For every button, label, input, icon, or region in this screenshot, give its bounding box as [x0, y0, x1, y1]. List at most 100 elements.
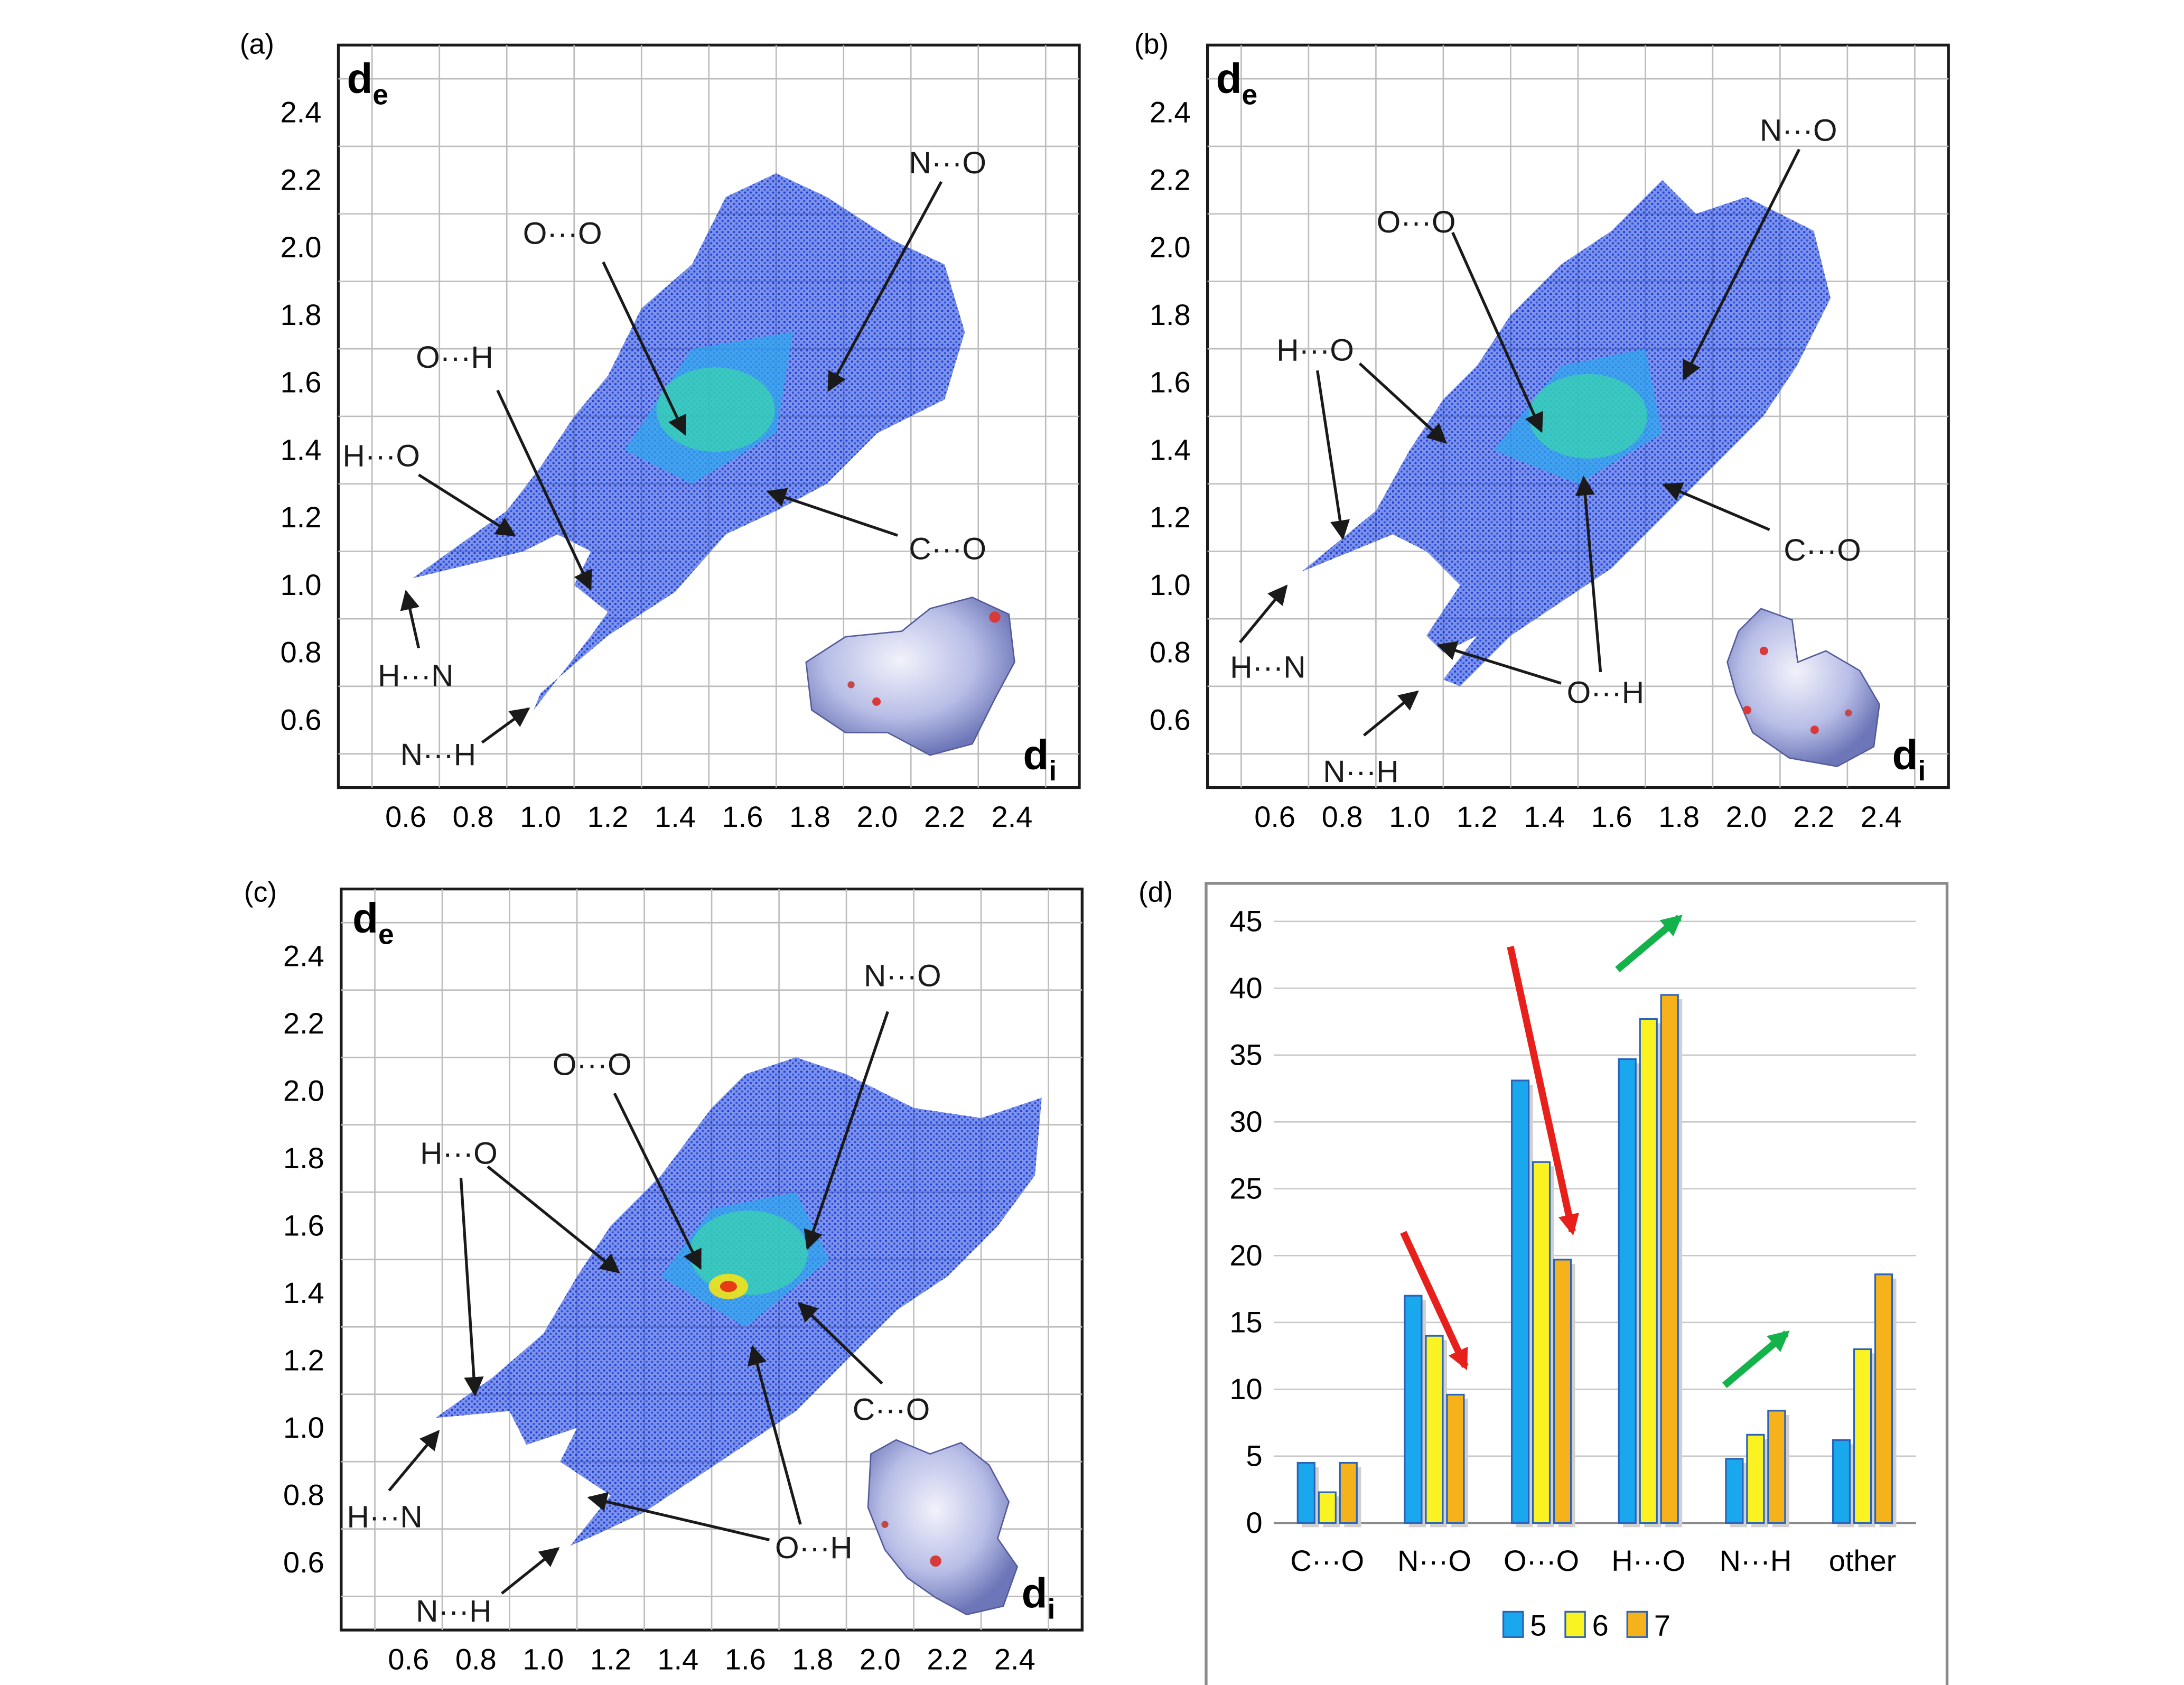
annotation-label: N···H [400, 738, 476, 772]
bar-5 [1296, 1461, 1315, 1524]
annotation-label: C···O [853, 1393, 930, 1427]
y-tick-label: 1.4 [281, 433, 322, 466]
molecule-surface-thumbnail [1726, 608, 1880, 767]
y-tick-label: 1.6 [1150, 366, 1191, 399]
y-tick-label: 1.4 [1150, 433, 1191, 466]
x-tick-label: 1.2 [590, 1643, 631, 1676]
bar-y-tick-label: 25 [1229, 1172, 1262, 1205]
x-tick-label: 1.0 [520, 800, 561, 833]
y-tick-label: 1.4 [283, 1276, 324, 1309]
panel-label: (d) [1138, 877, 1173, 908]
legend-swatch [1502, 1610, 1524, 1638]
bar-y-tick-label: 0 [1246, 1506, 1262, 1539]
y-tick-label: 0.6 [283, 1546, 324, 1579]
annotations: N···O O···O H···O C···O O···H H···N N···… [1230, 114, 1861, 789]
x-axis-label: di [1022, 1569, 1056, 1625]
bar-5 [1832, 1439, 1851, 1524]
x-tick-label: 0.8 [455, 1643, 497, 1676]
bar-x-tick-labels: C···O N···O O···O H···O N···H other [1290, 1544, 1896, 1577]
density-max [720, 1281, 737, 1292]
molecule-surface-thumbnail [805, 597, 1015, 756]
fingerprint-density [435, 1057, 1042, 1546]
x-tick-label: 0.8 [1322, 800, 1363, 833]
x-tick-label: 1.8 [789, 800, 830, 833]
annotation-label: H···O [1276, 333, 1354, 368]
y-tick-labels: 0.6 0.8 1.0 1.2 1.4 1.6 1.8 2.0 2.2 2.4 [1150, 96, 1191, 737]
annotation-label: H···O [420, 1136, 498, 1170]
legend-label: 7 [1654, 1609, 1670, 1642]
y-tick-label: 1.0 [1150, 568, 1191, 601]
x-tick-label: 2.2 [1793, 800, 1834, 833]
x-tick-label: 1.2 [587, 800, 629, 833]
y-tick-label: 1.0 [281, 568, 322, 601]
molecule-surface-thumbnail [867, 1439, 1019, 1616]
trend-arrow [1722, 1330, 1790, 1388]
annotation-label: C···O [1784, 533, 1861, 567]
x-tick-label: 1.4 [655, 800, 696, 833]
bar-gridlines [1273, 920, 1916, 1524]
annotation-label: N···H [1323, 755, 1398, 789]
panel-c: (c) 0.6 0.8 1.0 1.2 1.4 1.6 1.8 2.0 2.2 2.4 0.60.… [244, 877, 1084, 1676]
annotation-label: H···N [1230, 650, 1305, 685]
trend-arrow [1507, 946, 1579, 1236]
bar-6 [1532, 1161, 1551, 1524]
x-tick-label: 1.6 [725, 1643, 766, 1676]
annotation-label: N···O [864, 958, 941, 993]
y-tick-label: 2.4 [281, 96, 322, 129]
x-tick-label: 1.4 [1524, 800, 1565, 833]
y-tick-label: 2.4 [1150, 96, 1191, 129]
legend-label: 5 [1530, 1609, 1546, 1642]
panel-label: (a) [240, 29, 274, 60]
panel-b: (b) 0.6 0.8 1.0 1.2 1.4 1.6 1.8 2.0 2.2 2.4 0.60.… [1134, 29, 1950, 833]
annotation-label: H···N [378, 659, 453, 693]
bar-x-tick-label: H···O [1611, 1544, 1685, 1577]
bar-y-tick-label: 5 [1246, 1439, 1262, 1473]
legend: 5 6 7 [1502, 1609, 1670, 1642]
bar-y-tick-label: 45 [1229, 904, 1262, 937]
bar-7 [1553, 1259, 1572, 1524]
trend-arrow [1400, 1231, 1469, 1371]
bar-x-tick-label: O···O [1504, 1544, 1579, 1577]
x-tick-label: 1.4 [657, 1643, 698, 1676]
y-tick-label: 1.8 [281, 298, 322, 331]
bar-6 [1318, 1491, 1337, 1524]
annotation-label: N···O [1760, 114, 1837, 148]
annotation-label: O···O [523, 216, 602, 250]
y-tick-label: 2.4 [283, 939, 324, 973]
x-tick-labels: 0.6 0.8 1.0 1.2 1.4 1.6 1.8 2.0 2.2 2.4 [388, 1643, 1035, 1676]
fingerprint-density [1302, 180, 1831, 686]
trend-arrows [1400, 915, 1790, 1388]
bar-7 [1339, 1461, 1358, 1524]
bar-6 [1425, 1335, 1444, 1524]
y-tick-label: 2.0 [1150, 230, 1191, 264]
bar-x-tick-label: C···O [1290, 1544, 1364, 1577]
x-tick-labels: 0.6 0.8 1.0 1.2 1.4 1.6 1.8 2.0 2.2 2.4 [1254, 800, 1901, 833]
chart-frame [1205, 882, 1949, 1685]
x-tick-label: 1.0 [522, 1643, 564, 1676]
bar-y-tick-label: 40 [1229, 971, 1262, 1004]
bar-x-tick-label: N···H [1719, 1544, 1791, 1577]
bar-6 [1639, 1018, 1658, 1524]
bar-y-tick-labels: 0 5 10 15 20 25 30 35 40 45 [1229, 904, 1262, 1539]
x-tick-label: 2.0 [857, 800, 898, 833]
x-tick-label: 1.2 [1457, 800, 1498, 833]
y-tick-label: 0.8 [283, 1478, 324, 1512]
bar-5 [1404, 1295, 1423, 1524]
y-tick-label: 0.8 [281, 636, 322, 669]
x-tick-label: 0.6 [385, 800, 426, 833]
x-axis-label: di [1892, 731, 1926, 787]
annotation-label: N···H [416, 1594, 491, 1628]
annotations: N···O O···O O···H H···O C···O H···N N···… [342, 146, 986, 772]
y-tick-label: 0.8 [1150, 636, 1191, 669]
bar-y-tick-label: 30 [1229, 1105, 1262, 1138]
y-tick-label: 2.0 [281, 230, 322, 264]
bar-7 [1660, 994, 1679, 1524]
y-tick-label: 0.6 [1150, 703, 1191, 736]
panel-d: (d) 0 5 10 15 20 25 30 35 40 45 C···O N···O O···O H·… [1138, 877, 1949, 1685]
bar-5 [1510, 1079, 1530, 1524]
bar-y-tick-label: 20 [1229, 1239, 1262, 1272]
bar-7 [1874, 1273, 1893, 1524]
x-tick-label: 1.8 [792, 1643, 833, 1676]
y-tick-label: 1.2 [283, 1344, 324, 1377]
